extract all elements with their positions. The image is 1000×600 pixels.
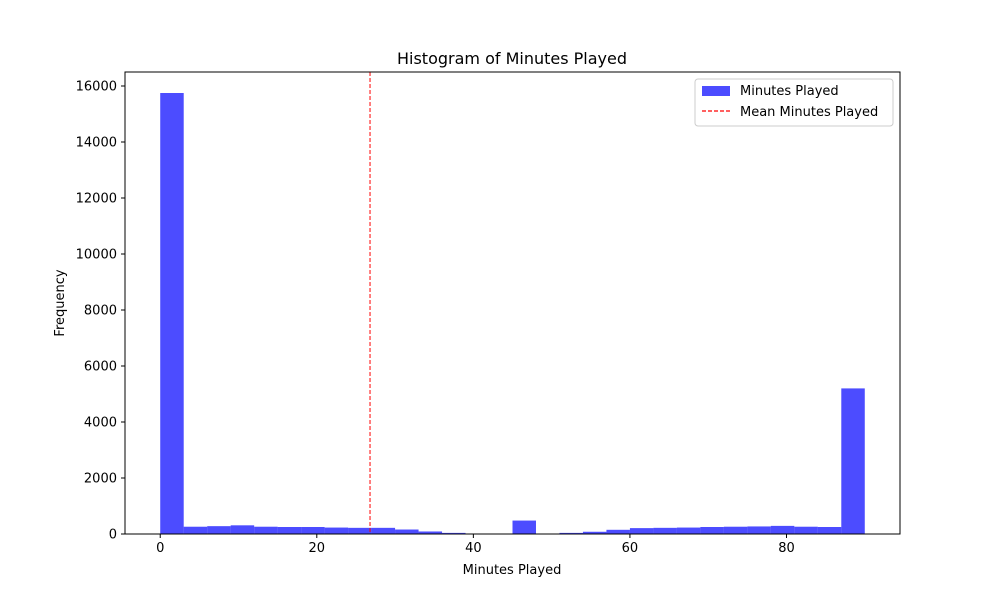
histogram-bar <box>160 93 184 534</box>
legend-label-mean-minutes-played: Mean Minutes Played <box>740 105 878 120</box>
histogram-bar <box>723 526 748 534</box>
histogram-bar <box>747 526 771 534</box>
histogram-bar <box>653 527 677 534</box>
histogram-bars <box>160 93 865 534</box>
chart-title: Histogram of Minutes Played <box>397 49 627 68</box>
x-axis-label: Minutes Played <box>463 563 562 578</box>
histogram-bar <box>700 527 724 534</box>
y-tick-label: 4000 <box>84 416 117 431</box>
histogram-bar <box>254 526 278 534</box>
y-tick-label: 14000 <box>76 136 117 151</box>
histogram-bar <box>676 527 701 534</box>
histogram-bar <box>629 528 654 534</box>
x-tick-label: 80 <box>778 541 795 556</box>
histogram-bar <box>324 527 349 534</box>
y-axis-label: Frequency <box>53 269 68 336</box>
plot-frame <box>124 71 901 535</box>
histogram-bar <box>794 526 818 534</box>
y-tick-label: 0 <box>109 528 117 543</box>
histogram-bar <box>559 532 583 534</box>
y-axis: 0 2000 4000 6000 8000 10000 12000 14000 16000 <box>76 80 125 543</box>
histogram-bar <box>348 527 372 534</box>
y-tick-label: 2000 <box>84 472 117 487</box>
y-tick-label: 16000 <box>76 80 117 95</box>
histogram-bar <box>770 525 795 534</box>
y-tick-label: 12000 <box>76 192 117 207</box>
legend-label-minutes-played: Minutes Played <box>740 84 839 99</box>
y-tick-label: 10000 <box>76 248 117 263</box>
histogram-bar <box>582 531 607 534</box>
legend-swatch-minutes-played <box>702 86 730 96</box>
histogram-bar <box>817 527 842 534</box>
histogram-bar <box>442 532 466 534</box>
histogram-bar <box>371 527 396 534</box>
x-tick-label: 20 <box>309 541 326 556</box>
x-tick-label: 40 <box>465 541 482 556</box>
histogram-bar <box>301 527 325 534</box>
legend-box <box>694 78 894 127</box>
histogram-bar <box>395 529 419 534</box>
x-axis: 0 20 40 60 80 <box>156 534 795 556</box>
histogram-bar <box>207 526 231 534</box>
legend: Minutes Played Mean Minutes Played <box>694 78 894 127</box>
histogram-bar <box>606 529 630 534</box>
y-tick-label: 6000 <box>84 360 117 375</box>
histogram-bar <box>841 388 865 534</box>
histogram-bar <box>512 520 536 534</box>
y-tick-label: 8000 <box>84 304 117 319</box>
histogram-bar <box>418 531 443 534</box>
x-tick-label: 0 <box>156 541 164 556</box>
histogram-bar <box>277 527 302 534</box>
histogram-bar <box>183 526 208 534</box>
x-tick-label: 60 <box>622 541 639 556</box>
histogram-bar <box>230 525 255 534</box>
